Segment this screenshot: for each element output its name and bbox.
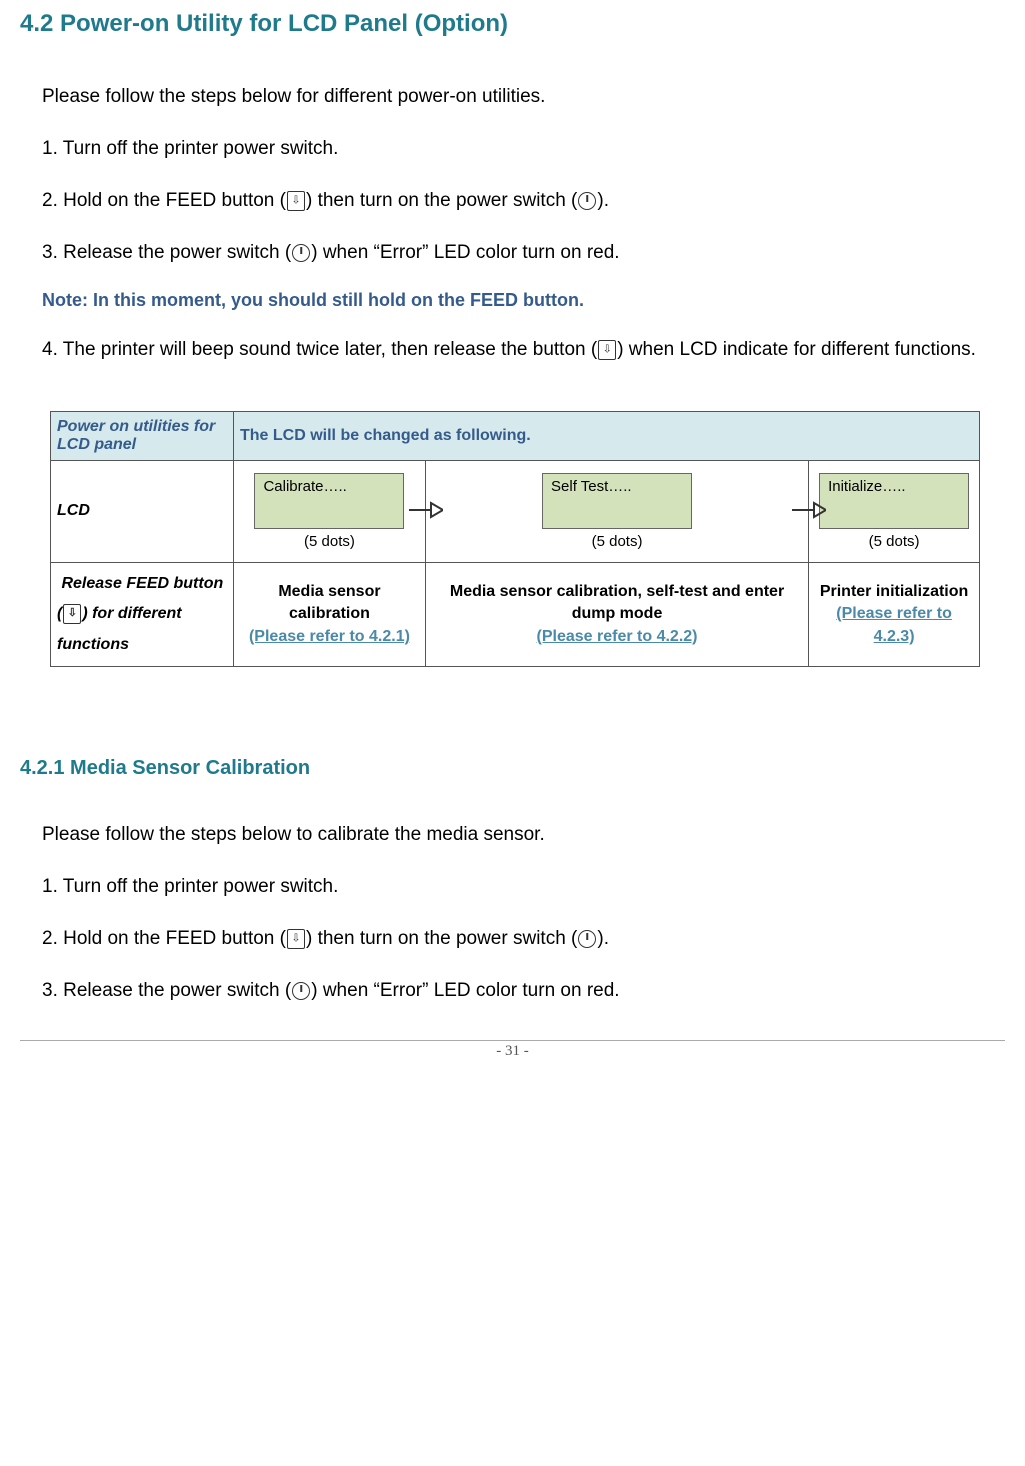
step-2: 2. Hold on the FEED button ( ) then turn …	[42, 182, 1005, 220]
lcd-cell-3: Initialize….. (5 dots)	[809, 460, 980, 562]
section-4-2-1-body: Please follow the steps below to calibra…	[42, 816, 1005, 1010]
lcd-box-selftest: Self Test…..	[542, 473, 692, 529]
func2-text: Media sensor calibration, self-test and …	[450, 583, 784, 622]
func-cell-2: Media sensor calibration, self-test and …	[425, 562, 808, 666]
link-4-2-2[interactable]: (Please refer to 4.2.2)	[537, 628, 698, 645]
table-header-left: Power on utilities for LCD panel	[51, 411, 234, 460]
power-on-utilities-table: Power on utilities for LCD panel The LCD…	[50, 411, 980, 667]
lcd-box-initialize: Initialize…..	[819, 473, 969, 529]
step-1: 1. Turn off the printer power switch.	[42, 130, 1005, 168]
feed-icon	[287, 929, 305, 949]
section-4-2-body: Please follow the steps below for differ…	[42, 78, 1005, 272]
link-4-2-3[interactable]: (Please refer to 4.2.3)	[836, 605, 952, 644]
feed-icon	[598, 340, 616, 360]
intro-421: Please follow the steps below to calibra…	[42, 816, 1005, 854]
section-4-2-1-title: 4.2.1 Media Sensor Calibration	[20, 757, 1005, 780]
link-4-2-1[interactable]: (Please refer to 4.2.1)	[249, 628, 410, 645]
lcd-caption-2: (5 dots)	[430, 533, 804, 550]
lcd-caption-3: (5 dots)	[813, 533, 975, 550]
release-row-label: Release FEED button () for different fun…	[51, 562, 234, 666]
power-icon	[292, 244, 310, 262]
s421-3a: 3. Release the power switch (	[42, 980, 291, 1001]
power-icon	[578, 192, 596, 210]
step-3-part-a: 3. Release the power switch (	[42, 242, 291, 263]
lcd-cell-2: Self Test….. (5 dots)	[425, 460, 808, 562]
page-number: - 31 -	[20, 1040, 1005, 1060]
note-text: Note: In this moment, you should still h…	[42, 290, 1005, 311]
func3-text: Printer initialization	[820, 583, 968, 600]
step-4-part-b: ) when LCD indicate for different functi…	[617, 339, 976, 360]
func-cell-3: Printer initialization (Please refer to …	[809, 562, 980, 666]
section-4-2-body-cont: 4. The printer will beep sound twice lat…	[42, 329, 1005, 371]
table-header-right: The LCD will be changed as following.	[234, 411, 980, 460]
arrow-icon	[792, 501, 826, 519]
step-3: 3. Release the power switch ( ) when “Err…	[42, 234, 1005, 272]
step-2-part-c: ).	[597, 190, 609, 211]
arrow-icon	[409, 501, 443, 519]
s421-2c: ).	[597, 928, 609, 949]
step-421-2: 2. Hold on the FEED button ( ) then turn …	[42, 920, 1005, 958]
power-icon	[578, 930, 596, 948]
step-3-part-b: ) when “Error” LED color turn on red.	[311, 242, 619, 263]
lcd-cell-1: Calibrate….. (5 dots)	[234, 460, 426, 562]
intro-text: Please follow the steps below for differ…	[42, 78, 1005, 116]
power-icon	[292, 982, 310, 1000]
section-4-2-title: 4.2 Power-on Utility for LCD Panel (Opti…	[20, 10, 1005, 38]
lcd-box-calibrate: Calibrate…..	[254, 473, 404, 529]
s421-3b: ) when “Error” LED color turn on red.	[311, 980, 619, 1001]
step-2-part-b: ) then turn on the power switch (	[306, 190, 577, 211]
feed-icon	[63, 604, 81, 624]
lcd-row-label: LCD	[51, 460, 234, 562]
feed-icon	[287, 191, 305, 211]
step-421-3: 3. Release the power switch ( ) when “Err…	[42, 972, 1005, 1010]
step-421-1: 1. Turn off the printer power switch.	[42, 868, 1005, 906]
func-cell-1: Media sensor calibration (Please refer t…	[234, 562, 426, 666]
lcd-caption-1: (5 dots)	[238, 533, 421, 550]
s421-2a: 2. Hold on the FEED button (	[42, 928, 286, 949]
step-4: 4. The printer will beep sound twice lat…	[42, 329, 1005, 371]
step-2-part-a: 2. Hold on the FEED button (	[42, 190, 286, 211]
s421-2b: ) then turn on the power switch (	[306, 928, 577, 949]
step-4-part-a: 4. The printer will beep sound twice lat…	[42, 339, 597, 360]
func1-text: Media sensor calibration	[278, 583, 380, 622]
